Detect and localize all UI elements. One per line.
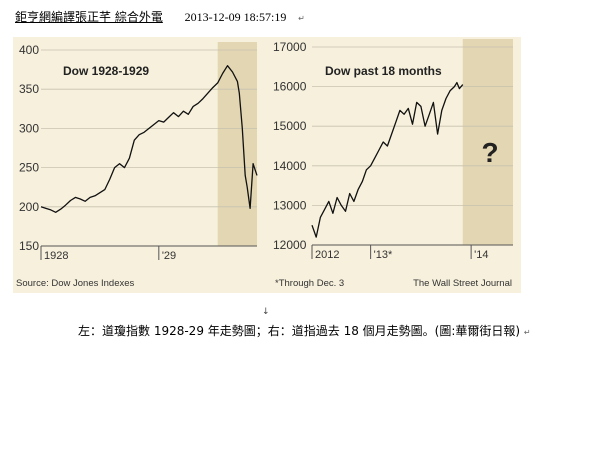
y-tick-label: 300 — [19, 121, 39, 135]
y-tick-label: 150 — [19, 239, 39, 253]
x-tick-label: '14 — [474, 249, 488, 261]
x-tick-label: '29 — [162, 250, 176, 262]
y-tick-label: 400 — [19, 43, 39, 57]
x-tick-label: 1928 — [44, 250, 68, 262]
y-tick-label: 14000 — [273, 159, 307, 173]
chart-title: Dow 1928-1929 — [63, 64, 149, 78]
y-tick-label: 15000 — [273, 119, 307, 133]
series-line — [40, 65, 258, 213]
series-line — [311, 81, 464, 238]
y-tick-label: 200 — [19, 200, 39, 214]
chart-svg: 12000 13000 14000 15000 16000 17000 2012 '13* '1… — [273, 39, 513, 289]
source-note: Source: Dow Jones Indexes — [16, 278, 135, 289]
article-header: 鉅亨網編譯張正芊 綜合外電 2013-12-09 18:57:19 ↵ — [15, 8, 305, 25]
y-tick-label: 12000 — [273, 238, 307, 252]
credit-note: The Wall Street Journal — [413, 278, 512, 289]
timestamp: 2013-12-09 18:57:19 — [184, 10, 287, 24]
y-tick-label: 13000 — [273, 198, 307, 212]
highlight-band — [462, 39, 513, 245]
y-tick-label: 16000 — [273, 80, 307, 94]
y-tick-label: 250 — [19, 161, 39, 175]
question-mark-annotation: ? — [481, 137, 498, 168]
image-caption: 左：道瓊指數 1928-29 年走勢圖；右：道指過去 18 個月走勢圖。(圖:華… — [78, 322, 531, 339]
highlight-band — [217, 42, 257, 246]
chart-dow-past-18-months: 12000 13000 14000 15000 16000 17000 2012 '13* '1… — [263, 37, 521, 293]
source-note: *Through Dec. 3 — [275, 278, 344, 289]
chart-title: Dow past 18 months — [325, 64, 442, 78]
byline[interactable]: 鉅亨網編譯張正芊 綜合外電 — [15, 10, 163, 24]
chart-dow-1928-1929: 150 200 250 300 350 400 1928 '29 Dow 1928-1929 So… — [13, 37, 271, 293]
x-tick-label: 2012 — [315, 249, 339, 261]
chart-svg: 150 200 250 300 350 400 1928 '29 Dow 1928-1929 So… — [16, 42, 258, 289]
paragraph-mark: ↵ — [298, 14, 305, 23]
caption-text: 左：道瓊指數 1928-29 年走勢圖；右：道指過去 18 個月走勢圖。(圖:華… — [78, 324, 521, 338]
y-tick-label: 350 — [19, 82, 39, 96]
x-tick-label: '13* — [374, 249, 393, 261]
y-tick-label: 17000 — [273, 40, 307, 54]
anchor-mark: ↓ — [262, 307, 270, 317]
caption-paragraph-mark: ↵ — [523, 328, 531, 337]
